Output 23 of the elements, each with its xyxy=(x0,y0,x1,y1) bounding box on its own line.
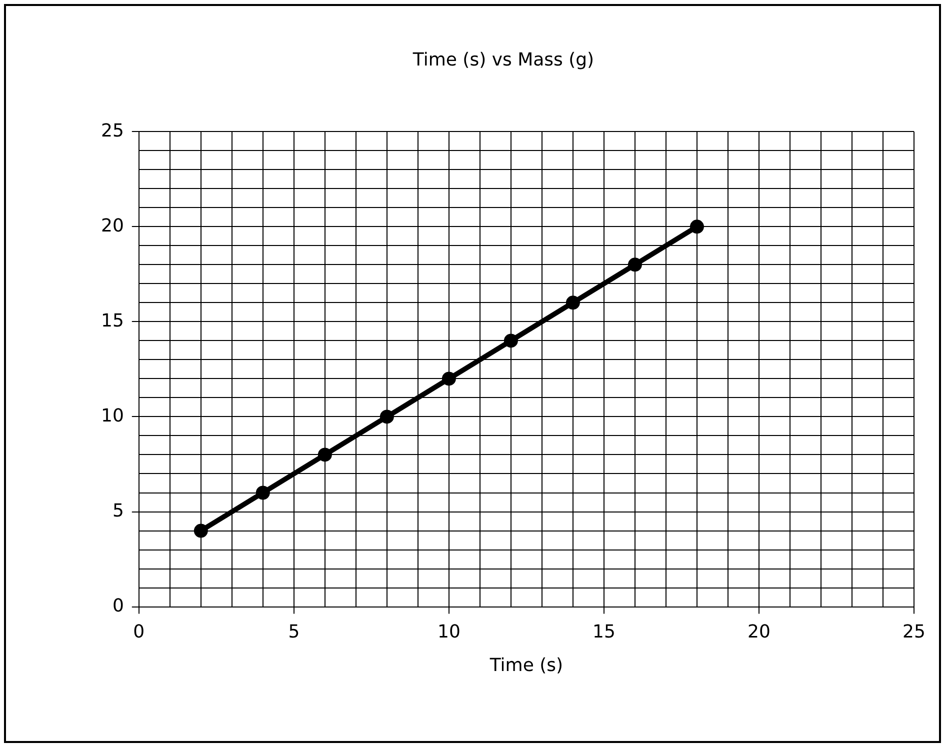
point xyxy=(256,486,270,500)
y-tick-label: 0 xyxy=(112,595,124,616)
y-tick-label: 20 xyxy=(101,215,124,236)
y-tick-label: 25 xyxy=(101,120,124,142)
point xyxy=(442,372,456,386)
x-tick-label: 0 xyxy=(133,621,145,642)
point xyxy=(690,220,704,234)
point xyxy=(380,410,394,424)
point xyxy=(628,258,642,272)
x-axis-title: Time (s) xyxy=(488,654,564,676)
y-tick-label: 5 xyxy=(112,500,124,522)
y-tick-label: 10 xyxy=(101,405,124,426)
x-tick-label: 5 xyxy=(288,621,300,642)
x-tick-label: 15 xyxy=(592,621,616,642)
point xyxy=(318,448,332,462)
point xyxy=(504,334,518,348)
x-tick-label: 25 xyxy=(902,621,926,642)
chart-title: Time (s) vs Mass (g) xyxy=(412,49,594,70)
x-tick-label: 20 xyxy=(748,621,770,642)
x-tick-label: 10 xyxy=(437,621,460,642)
point xyxy=(566,296,580,310)
point xyxy=(194,524,208,538)
y-tick-label: 15 xyxy=(101,310,124,332)
